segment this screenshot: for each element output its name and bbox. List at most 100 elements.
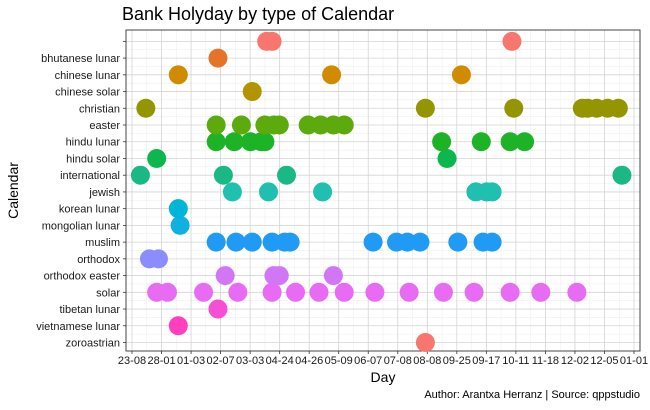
data-point bbox=[136, 98, 156, 118]
x-tick-label: 04-26 bbox=[295, 355, 323, 367]
data-point bbox=[451, 65, 471, 85]
data-point bbox=[206, 232, 226, 252]
y-tick-label: solar bbox=[96, 287, 120, 299]
data-point bbox=[313, 182, 333, 202]
x-tick-label: 11-18 bbox=[532, 355, 559, 367]
data-point bbox=[277, 165, 297, 185]
x-tick-label: 01-01 bbox=[620, 355, 648, 367]
y-tick-label: international bbox=[60, 170, 120, 182]
data-point bbox=[471, 132, 491, 152]
y-tick-label: hindu solar bbox=[66, 153, 120, 165]
data-point bbox=[323, 266, 343, 286]
data-point bbox=[502, 31, 522, 51]
data-point bbox=[415, 98, 435, 118]
x-tick-label: 06-07 bbox=[354, 355, 382, 367]
y-tick-label: orthodox bbox=[77, 254, 120, 266]
y-tick-label: chinese solar bbox=[55, 87, 120, 99]
y-tick-label: muslim bbox=[85, 237, 120, 249]
data-point bbox=[231, 115, 251, 135]
x-tick-label: 05-09 bbox=[325, 355, 353, 367]
data-point bbox=[482, 232, 502, 252]
data-point bbox=[262, 282, 282, 302]
data-point bbox=[242, 82, 262, 102]
data-point bbox=[500, 282, 520, 302]
plot-border bbox=[125, 29, 641, 352]
y-tick-label: hindu lunar bbox=[66, 137, 121, 149]
data-point bbox=[170, 215, 190, 235]
data-point bbox=[464, 282, 484, 302]
y-tick-label: korean lunar bbox=[59, 204, 120, 216]
data-point bbox=[269, 266, 289, 286]
data-point bbox=[242, 232, 262, 252]
data-point bbox=[148, 249, 168, 269]
data-point bbox=[500, 132, 520, 152]
data-point bbox=[410, 232, 430, 252]
data-point bbox=[208, 48, 228, 68]
x-tick-label: 04-24 bbox=[266, 355, 294, 367]
data-point bbox=[147, 148, 167, 168]
x-tick-label: 12-05 bbox=[590, 355, 618, 367]
data-point bbox=[531, 282, 551, 302]
x-tick-label: 23-08 bbox=[118, 355, 146, 367]
y-tick-label: zoroastrian bbox=[66, 338, 120, 350]
data-point bbox=[363, 232, 383, 252]
data-point bbox=[608, 98, 628, 118]
chart-caption: Author: Arantxa Herranz | Source: qppstu… bbox=[424, 389, 640, 401]
data-point bbox=[262, 31, 282, 51]
data-point bbox=[168, 316, 188, 336]
data-point bbox=[448, 232, 468, 252]
x-tick-label: 10-11 bbox=[502, 355, 529, 367]
x-tick-label: 09-17 bbox=[472, 355, 500, 367]
data-point bbox=[286, 282, 306, 302]
x-tick-label: 12-02 bbox=[561, 355, 589, 367]
data-point bbox=[415, 333, 435, 352]
data-point bbox=[258, 182, 278, 202]
data-point bbox=[130, 165, 150, 185]
data-point bbox=[157, 282, 177, 302]
y-tick-label: christian bbox=[79, 103, 120, 115]
data-point bbox=[365, 282, 385, 302]
data-point bbox=[334, 115, 354, 135]
data-point bbox=[168, 65, 188, 85]
data-point bbox=[269, 115, 289, 135]
data-point bbox=[433, 282, 453, 302]
data-point bbox=[432, 132, 452, 152]
data-point bbox=[206, 115, 226, 135]
data-point bbox=[226, 232, 246, 252]
data-point bbox=[194, 282, 214, 302]
x-tick-label: 09-25 bbox=[443, 355, 471, 367]
x-tick-label: 03-03 bbox=[236, 355, 264, 367]
x-tick-label: 08-08 bbox=[413, 355, 441, 367]
data-point bbox=[612, 165, 632, 185]
data-point bbox=[399, 282, 419, 302]
data-point bbox=[206, 132, 226, 152]
y-tick-label: tibetan lunar bbox=[59, 304, 120, 316]
chart-title: Bank Holyday by type of Calendar bbox=[122, 4, 395, 24]
data-point bbox=[222, 182, 242, 202]
y-tick-label: chinese lunar bbox=[55, 70, 121, 82]
data-point bbox=[280, 232, 300, 252]
data-point bbox=[567, 282, 587, 302]
y-tick-label: jewish bbox=[88, 187, 120, 199]
x-tick-label: 02-07 bbox=[207, 355, 235, 367]
y-tick-label: mongolian lunar bbox=[42, 220, 121, 232]
data-point bbox=[224, 132, 244, 152]
y-tick-label: easter bbox=[89, 120, 120, 132]
y-tick-label: orthodox easter bbox=[44, 271, 121, 283]
data-point bbox=[334, 282, 354, 302]
data-point bbox=[208, 299, 228, 319]
data-point bbox=[504, 98, 524, 118]
data-point bbox=[482, 182, 502, 202]
data-point bbox=[168, 199, 188, 219]
x-tick-label: 01-03 bbox=[177, 355, 205, 367]
data-point bbox=[437, 148, 457, 168]
data-point bbox=[213, 165, 233, 185]
data-point bbox=[255, 132, 275, 152]
data-point bbox=[309, 282, 329, 302]
data-point bbox=[322, 65, 342, 85]
data-point bbox=[215, 266, 235, 286]
x-axis-title: Day bbox=[371, 369, 396, 385]
y-axis-title: Calendar bbox=[5, 162, 21, 219]
data-point bbox=[515, 132, 535, 152]
